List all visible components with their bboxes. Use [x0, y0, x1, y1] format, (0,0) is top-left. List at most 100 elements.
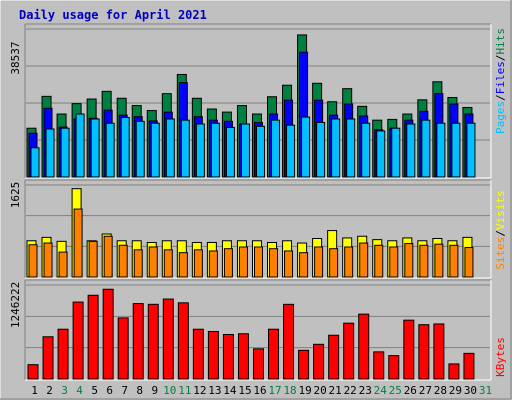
bar-sites-day-15: [238, 246, 248, 278]
legend-kbytes-word-0: KBytes: [494, 337, 507, 377]
x-tick-label-27: 27: [419, 384, 432, 397]
x-tick-label-16: 16: [253, 384, 266, 397]
bar-pages-day-26: [406, 123, 416, 178]
bar-kbytes-day-12: [192, 328, 204, 380]
bar-pages-day-4: [75, 113, 85, 178]
bar-kbytes-day-11: [177, 302, 189, 380]
legend-sites-visits-word-2: Visits: [494, 190, 507, 230]
x-axis-labels: 1 2 3 4 5 6 7 8 9 10 11 12 13 14 15 16 17 18 19 20 21 22 23 24 2…: [31, 384, 492, 397]
x-tick-label-25: 25: [389, 384, 402, 397]
bar-sites-day-21: [329, 248, 339, 278]
bar-kbytes-day-23: [358, 313, 370, 380]
bar-sites-day-18: [284, 250, 294, 278]
bar-sites-day-13: [208, 250, 218, 278]
bar-kbytes-day-15: [237, 333, 249, 380]
x-tick-label-10: 10: [163, 384, 176, 397]
x-tick-label-1: 1: [31, 384, 38, 397]
bar-pages-day-6: [105, 122, 115, 178]
bar-pages-day-5: [90, 118, 100, 178]
bar-kbytes-day-25: [388, 355, 400, 380]
x-tick-label-21: 21: [329, 384, 342, 397]
bar-kbytes-day-7: [117, 317, 129, 380]
x-tick-label-2: 2: [46, 384, 53, 397]
bar-sites-day-30: [464, 247, 474, 278]
x-tick-label-8: 8: [136, 384, 143, 397]
bar-kbytes-day-28: [433, 323, 445, 380]
bar-pages-day-24: [376, 130, 386, 178]
bar-pages-day-20: [316, 121, 326, 178]
bar-pages-day-10: [165, 118, 175, 178]
bar-sites-day-11: [178, 252, 188, 278]
x-tick-label-5: 5: [91, 384, 98, 397]
bar-pages-day-16: [255, 125, 265, 178]
bar-kbytes-day-29: [448, 363, 460, 380]
x-tick-label-31: 31: [479, 384, 492, 397]
x-tick-label-20: 20: [314, 384, 327, 397]
bar-sites-day-10: [163, 249, 173, 278]
bar-pages-day-29: [451, 122, 461, 178]
legend-sites-visits-word-0: Sites: [494, 237, 507, 270]
x-tick-label-23: 23: [359, 384, 372, 397]
x-tick-label-26: 26: [404, 384, 417, 397]
bar-pages-day-19: [301, 116, 311, 178]
bar-sites-day-7: [118, 244, 128, 278]
legend-pages-files-hits-word-3: /: [494, 55, 507, 62]
x-tick-label-4: 4: [76, 384, 83, 397]
bar-sites-day-22: [344, 246, 354, 278]
bar-pages-day-8: [135, 120, 145, 178]
x-tick-label-13: 13: [208, 384, 221, 397]
bar-kbytes-day-5: [87, 294, 99, 380]
bar-pages-day-28: [436, 122, 446, 178]
bar-pages-day-12: [195, 123, 205, 178]
panel-2: 1625: [9, 179, 492, 279]
bar-sites-day-16: [253, 246, 263, 278]
bar-kbytes-day-30: [463, 352, 475, 380]
x-tick-label-9: 9: [151, 384, 158, 397]
bar-sites-day-3: [58, 251, 68, 278]
bar-kbytes-day-2: [42, 336, 54, 380]
bar-pages-day-2: [45, 128, 55, 178]
legend-pages-files-hits-word-4: Hits: [494, 28, 507, 55]
bar-sites-day-2: [43, 242, 53, 278]
bar-pages-day-30: [466, 122, 476, 178]
bar-pages-day-22: [346, 118, 356, 178]
x-tick-label-14: 14: [223, 384, 237, 397]
bar-pages-day-11: [180, 119, 190, 178]
x-tick-label-11: 11: [178, 384, 191, 397]
bar-kbytes-day-16: [252, 348, 264, 380]
bar-pages-day-27: [421, 119, 431, 178]
bar-sites-day-27: [419, 244, 429, 278]
bar-pages-day-14: [225, 126, 235, 178]
bar-sites-day-9: [148, 246, 158, 278]
x-tick-label-18: 18: [283, 384, 296, 397]
legend-pages-files-hits-word-0: Pages: [494, 101, 507, 134]
x-tick-label-17: 17: [268, 384, 281, 397]
x-tick-label-29: 29: [449, 384, 462, 397]
chart-panels: 38537 1625 1246222: [9, 23, 492, 381]
x-tick-label-3: 3: [61, 384, 68, 397]
bar-kbytes-day-22: [343, 322, 355, 380]
legend-sites-visits: Sites/Visits: [494, 190, 507, 270]
x-tick-label-19: 19: [298, 384, 311, 397]
bar-sites-day-24: [374, 244, 384, 278]
bar-sites-day-1: [28, 244, 38, 278]
bar-kbytes-day-4: [72, 301, 84, 380]
legend-kbytes: KBytes: [494, 337, 507, 377]
bar-kbytes-day-13: [207, 330, 219, 380]
legend-sites-visits-word-1: /: [494, 230, 507, 237]
x-tick-label-24: 24: [374, 384, 388, 397]
bar-kbytes-day-14: [222, 333, 234, 380]
bar-sites-day-4: [73, 208, 83, 278]
bar-pages-day-21: [331, 118, 341, 178]
legend-pages-files-hits: Pages/Files/Hits: [494, 28, 507, 134]
panel-3: 1246222: [9, 279, 492, 381]
bar-sites-day-26: [404, 243, 414, 278]
bar-sites-day-14: [223, 248, 233, 278]
bar-kbytes-day-20: [313, 343, 325, 380]
bar-kbytes-day-26: [403, 319, 415, 380]
x-tick-label-7: 7: [121, 384, 128, 397]
bar-pages-day-7: [120, 116, 130, 178]
legend-pages-files-hits-word-1: /: [494, 94, 507, 101]
x-tick-label-6: 6: [106, 384, 113, 397]
bar-kbytes-day-10: [162, 298, 174, 380]
